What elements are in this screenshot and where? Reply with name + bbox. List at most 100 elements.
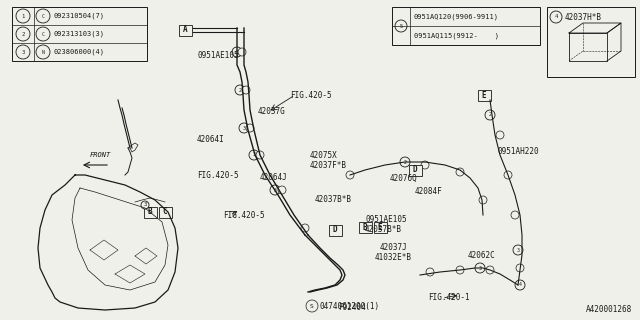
Circle shape — [346, 171, 354, 179]
Text: C: C — [42, 13, 44, 19]
Circle shape — [475, 263, 485, 273]
Text: 42075X: 42075X — [310, 150, 338, 159]
Bar — [408, 164, 422, 175]
Text: FIG.420-5: FIG.420-5 — [197, 171, 239, 180]
Text: 42037J: 42037J — [380, 244, 408, 252]
Text: 1: 1 — [21, 13, 24, 19]
Text: D: D — [413, 165, 417, 174]
Text: 42037G: 42037G — [258, 108, 285, 116]
Circle shape — [456, 266, 464, 274]
Circle shape — [400, 157, 410, 167]
Text: FIG.420-5: FIG.420-5 — [290, 91, 332, 100]
Circle shape — [301, 224, 309, 232]
Text: E: E — [378, 222, 382, 231]
Circle shape — [238, 48, 246, 56]
Circle shape — [232, 47, 242, 57]
Text: F92404: F92404 — [338, 303, 365, 313]
Circle shape — [256, 151, 264, 159]
Circle shape — [16, 9, 30, 23]
Bar — [547, 7, 635, 77]
Text: 0951AE105: 0951AE105 — [365, 215, 406, 225]
Text: 3: 3 — [253, 153, 255, 157]
Bar — [12, 7, 147, 61]
Text: 092310504(7): 092310504(7) — [53, 13, 104, 19]
Text: 2: 2 — [404, 159, 406, 164]
Text: FIG.420-1: FIG.420-1 — [428, 293, 470, 302]
Circle shape — [513, 245, 523, 255]
Text: 0474061200(1): 0474061200(1) — [320, 301, 380, 310]
Text: 2: 2 — [21, 31, 24, 36]
Text: E: E — [482, 91, 486, 100]
Text: 42064I: 42064I — [197, 135, 225, 145]
Circle shape — [515, 280, 525, 290]
Text: 42037H*B: 42037H*B — [565, 12, 602, 21]
Circle shape — [16, 27, 30, 41]
Circle shape — [421, 161, 429, 169]
Text: 4: 4 — [554, 14, 557, 20]
Circle shape — [426, 268, 434, 276]
Text: 3: 3 — [143, 203, 147, 207]
Text: 3: 3 — [21, 50, 24, 54]
Circle shape — [456, 168, 464, 176]
Text: N: N — [42, 50, 44, 54]
Bar — [358, 221, 371, 233]
Text: A420001268: A420001268 — [586, 305, 632, 314]
Text: B: B — [363, 222, 367, 231]
Circle shape — [485, 110, 495, 120]
Bar — [477, 90, 490, 100]
Text: 0951AQ115(9912-    ): 0951AQ115(9912- ) — [414, 32, 499, 39]
Text: 0951AE105: 0951AE105 — [198, 51, 239, 60]
Text: 0951AH220: 0951AH220 — [498, 148, 540, 156]
Text: 42037B*B: 42037B*B — [315, 196, 352, 204]
Text: FIG.420-5: FIG.420-5 — [223, 211, 264, 220]
Text: 42037B*B: 42037B*B — [365, 226, 402, 235]
Circle shape — [511, 211, 519, 219]
Text: C: C — [163, 207, 167, 217]
Text: S: S — [310, 303, 314, 308]
Text: 2: 2 — [488, 113, 492, 117]
Circle shape — [235, 85, 245, 95]
Circle shape — [36, 9, 50, 23]
Text: 0951AQ120(9906-9911): 0951AQ120(9906-9911) — [414, 13, 499, 20]
Circle shape — [246, 124, 254, 132]
Text: C: C — [42, 31, 44, 36]
Text: 42084F: 42084F — [415, 188, 443, 196]
Circle shape — [516, 264, 524, 272]
Bar — [159, 206, 172, 218]
Text: 3: 3 — [516, 247, 520, 252]
Circle shape — [504, 171, 512, 179]
Text: 1: 1 — [236, 50, 239, 54]
Circle shape — [550, 11, 562, 23]
Circle shape — [249, 150, 259, 160]
Circle shape — [36, 45, 50, 59]
Circle shape — [278, 186, 286, 194]
Circle shape — [306, 300, 318, 312]
Bar — [374, 221, 387, 233]
Circle shape — [36, 27, 50, 41]
Text: 092313103(3): 092313103(3) — [53, 31, 104, 37]
Text: 2: 2 — [239, 87, 241, 92]
Text: 023806000(4): 023806000(4) — [53, 49, 104, 55]
Circle shape — [16, 45, 30, 59]
Text: FRONT: FRONT — [90, 152, 111, 158]
Circle shape — [141, 201, 149, 209]
Text: D: D — [333, 226, 337, 235]
Text: B: B — [148, 207, 152, 217]
Text: 42062C: 42062C — [468, 251, 496, 260]
Circle shape — [479, 196, 487, 204]
Circle shape — [242, 86, 250, 94]
Bar — [143, 206, 157, 218]
Text: 4: 4 — [518, 283, 522, 287]
Text: 41032E*B: 41032E*B — [375, 253, 412, 262]
Text: 3: 3 — [243, 125, 245, 131]
Circle shape — [239, 123, 249, 133]
Text: 42037F*B: 42037F*B — [310, 161, 347, 170]
Text: 42064J: 42064J — [260, 173, 288, 182]
Bar — [179, 25, 191, 36]
Bar — [392, 7, 540, 45]
Circle shape — [496, 131, 504, 139]
Circle shape — [395, 20, 407, 32]
Text: 3: 3 — [479, 266, 481, 270]
Text: 3: 3 — [273, 188, 276, 193]
Text: A: A — [182, 26, 188, 35]
